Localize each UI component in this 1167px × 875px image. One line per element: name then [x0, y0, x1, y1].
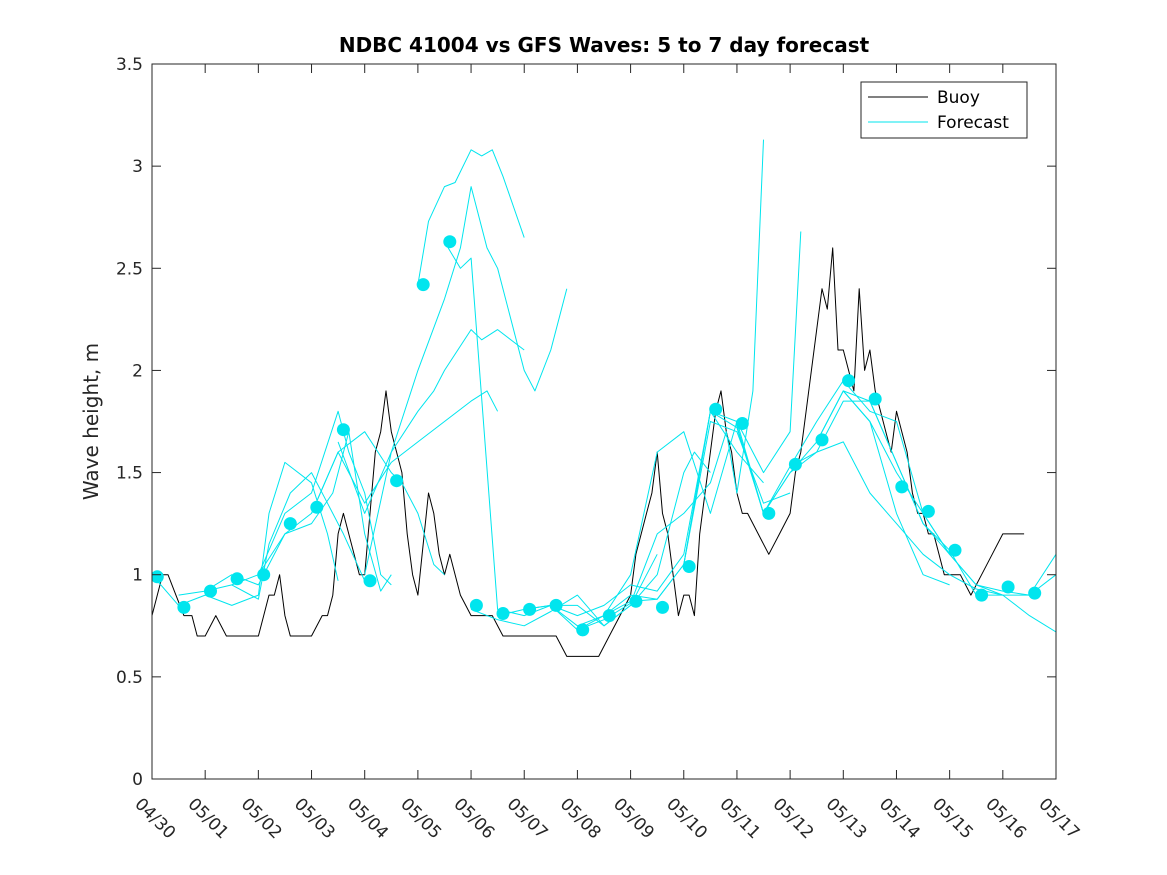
forecast-marker	[152, 570, 164, 584]
forecast-series-line-21	[842, 390, 1056, 596]
forecast-marker	[523, 602, 537, 616]
forecast-series-line-20	[816, 390, 950, 586]
y-tick-label: 1.5	[116, 464, 143, 484]
forecast-series-line-9	[417, 149, 525, 285]
forecast-marker	[975, 588, 989, 602]
legend-buoy-label: Buoy	[937, 88, 980, 108]
forecast-marker	[496, 607, 510, 620]
forecast-series-line-7	[337, 329, 525, 514]
forecast-marker	[230, 572, 244, 586]
forecast-marker	[310, 500, 324, 514]
forecast-series-line-2	[178, 472, 366, 600]
forecast-series-line-15	[577, 231, 802, 631]
y-tick-label: 3.5	[116, 55, 143, 75]
y-tick-label: 2	[132, 361, 143, 381]
forecast-marker	[469, 598, 483, 612]
forecast-marker	[656, 600, 669, 614]
forecast-series-line-8	[364, 186, 568, 575]
forecast-marker	[204, 584, 217, 598]
forecast-marker	[762, 506, 776, 520]
axes-box	[151, 63, 1057, 780]
forecast-marker	[336, 423, 350, 437]
forecast-marker	[868, 392, 882, 406]
forecast-marker	[416, 278, 430, 292]
legend-box	[860, 81, 1028, 139]
y-tick-label: 2.5	[116, 259, 143, 279]
y-tick-label: 1	[132, 566, 143, 586]
forecast-marker	[283, 517, 297, 531]
forecast-marker	[549, 598, 563, 612]
legend-forecast-label: Forecast	[937, 113, 1009, 133]
forecast-marker	[709, 402, 723, 416]
forecast-marker	[735, 417, 749, 430]
chart-title: NDBC 41004 vs GFS Waves: 5 to 7 day fore…	[339, 33, 870, 57]
forecast-series-line-5	[257, 431, 445, 576]
forecast-marker	[788, 457, 802, 471]
forecast-marker	[177, 600, 191, 614]
forecast-series-line-11	[470, 451, 711, 627]
forecast-marker	[1001, 580, 1015, 594]
forecast-marker	[1028, 586, 1042, 600]
forecast-marker	[921, 504, 935, 518]
y-tick-label: 0.5	[116, 668, 143, 688]
forecast-marker	[948, 543, 962, 557]
forecast-marker	[576, 623, 590, 637]
forecast-marker	[815, 433, 829, 447]
forecast-series-line-4	[231, 410, 392, 586]
forecast-marker	[629, 594, 643, 608]
y-tick-label: 0	[132, 770, 143, 790]
forecast-marker	[257, 568, 271, 582]
forecast-series-line-19	[789, 400, 1056, 596]
forecast-series-line-14	[550, 139, 764, 631]
forecast-marker	[443, 235, 457, 249]
forecast-marker	[390, 474, 404, 488]
forecast-marker	[895, 480, 909, 494]
plot-area	[152, 139, 1056, 657]
y-tick-label: 3	[132, 157, 143, 177]
legend: Buoy Forecast	[860, 81, 1028, 139]
forecast-marker	[842, 374, 856, 388]
forecast-marker	[682, 560, 696, 573]
y-axis-label: Wave height, m	[79, 343, 103, 500]
forecast-marker	[602, 609, 616, 623]
forecast-marker	[363, 574, 377, 588]
